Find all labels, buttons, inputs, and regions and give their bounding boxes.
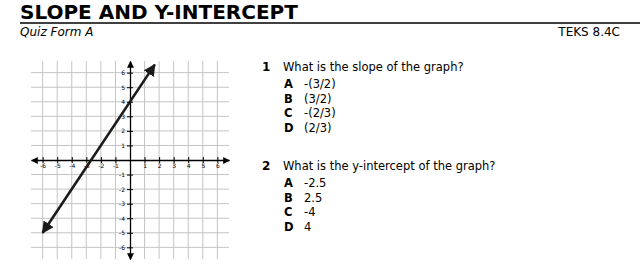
y-tick: 5 <box>121 84 133 91</box>
option-letter: B <box>284 92 293 106</box>
y-tick-mark <box>127 233 133 234</box>
x-tick-label: 4 <box>187 162 191 169</box>
y-tick: -2 <box>119 186 133 193</box>
graph: -6-5-4-3-2-1123456-6-5-4-3-2-1123456 <box>31 61 230 260</box>
y-tick: 6 <box>121 69 133 76</box>
question: 1 What is the slope of the graph? A -(3/2) B… <box>262 60 464 135</box>
option-text: -2.5 <box>304 176 326 190</box>
questions: 1 What is the slope of the graph? A -(3/2) B… <box>262 60 495 234</box>
y-tick-mark <box>127 145 133 146</box>
x-tick-label: 5 <box>201 162 205 169</box>
option-text: (2/3) <box>304 121 331 135</box>
x-tick: 2 <box>158 157 162 169</box>
option-text: -(3/2) <box>304 77 336 91</box>
y-tick: 2 <box>121 127 133 134</box>
y-tick-label: -2 <box>119 186 125 193</box>
x-tick-label: 3 <box>172 162 176 169</box>
x-tick-label: -5 <box>55 162 61 169</box>
y-tick-label: 2 <box>121 127 125 134</box>
subtitle: Quiz Form A <box>20 25 93 39</box>
y-tick-label: -4 <box>119 215 125 222</box>
question-number: 2 <box>262 159 270 173</box>
question-number: 1 <box>262 60 270 74</box>
x-tick: 6 <box>216 157 220 169</box>
y-tick-label: -6 <box>119 244 125 251</box>
y-tick-label: 1 <box>121 142 125 149</box>
y-tick: -4 <box>119 215 133 222</box>
option-text: (3/2) <box>304 92 331 106</box>
x-tick: -4 <box>69 157 75 169</box>
option-letter: A <box>284 77 293 91</box>
y-tick-label: -3 <box>119 200 125 207</box>
grid <box>31 61 229 259</box>
y-tick-label: 4 <box>121 98 125 105</box>
y-tick: -6 <box>119 244 133 251</box>
x-tick: -5 <box>55 157 61 169</box>
x-tick: -6 <box>40 157 46 169</box>
option-letter: D <box>284 220 294 234</box>
y-tick-label: 5 <box>121 84 125 91</box>
option-letter: C <box>284 106 292 120</box>
x-tick-label: -6 <box>40 162 46 169</box>
y-tick-label: 6 <box>121 69 125 76</box>
standard-code: TEKS 8.4C <box>557 25 620 39</box>
option-text: -4 <box>304 205 315 219</box>
x-tick-label: -4 <box>69 162 75 169</box>
x-tick-label: 1 <box>143 162 147 169</box>
y-tick-mark <box>127 189 133 190</box>
y-tick-mark <box>127 131 133 132</box>
y-tick-label: -1 <box>119 171 125 178</box>
x-tick-label: -2 <box>98 162 104 169</box>
y-tick-mark <box>127 116 133 117</box>
question-text: What is the slope of the graph? <box>283 60 464 74</box>
x-tick-label: -1 <box>113 162 119 169</box>
y-axis: -6-5-4-3-2-1123456 <box>119 62 133 260</box>
y-tick: -1 <box>119 171 133 178</box>
y-tick-mark <box>127 175 133 176</box>
x-tick-label: 6 <box>216 162 220 169</box>
x-tick: 5 <box>201 157 205 169</box>
title-rule <box>20 22 640 24</box>
y-tick-label: -5 <box>119 229 125 236</box>
y-tick-mark <box>127 247 133 248</box>
x-tick: 1 <box>143 157 147 169</box>
option-letter: D <box>284 121 294 135</box>
option-text: -(2/3) <box>304 106 336 120</box>
question: 2What is the y-intercept of the graph?A-… <box>262 159 495 234</box>
y-tick: -3 <box>119 200 133 207</box>
x-tick: 3 <box>172 157 176 169</box>
y-axis-line <box>130 62 131 260</box>
y-tick-mark <box>127 87 133 88</box>
option-text: 2.5 <box>304 191 322 205</box>
y-tick-mark <box>127 218 133 219</box>
question-text: What is the y-intercept of the graph? <box>283 159 495 173</box>
y-tick-mark <box>127 204 133 205</box>
plot-marks <box>43 65 155 233</box>
graph-line <box>43 65 155 233</box>
option-letter: B <box>284 191 293 205</box>
x-tick: -2 <box>98 157 104 169</box>
option-letter: C <box>284 205 292 219</box>
option-letter: A <box>284 176 293 190</box>
option-text: 4 <box>304 220 311 234</box>
y-tick: 1 <box>121 142 133 149</box>
y-tick-mark <box>127 73 133 74</box>
x-tick: 4 <box>187 157 191 169</box>
x-tick: -1 <box>113 157 119 169</box>
title: SLOPE AND Y-INTERCEPT <box>20 0 298 24</box>
page: SLOPE AND Y-INTERCEPTQuiz Form A TEKS 8.4… <box>0 0 640 273</box>
x-tick-label: 2 <box>158 162 162 169</box>
y-tick: -5 <box>119 229 133 236</box>
